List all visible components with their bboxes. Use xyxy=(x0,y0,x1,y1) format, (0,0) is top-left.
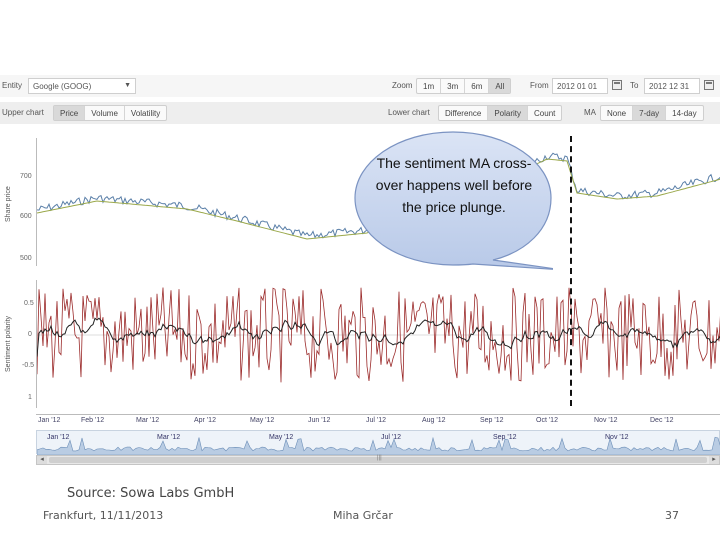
lower-polarity-button[interactable]: Polarity xyxy=(488,106,529,120)
upper-y-axis-title: Share price xyxy=(5,186,12,222)
to-label: To xyxy=(630,81,639,90)
x-tick-label: Oct '12 xyxy=(536,417,558,424)
navigator-label: Mar '12 xyxy=(157,434,181,441)
ma-label: MA xyxy=(584,108,596,117)
navigator-label: Nov '12 xyxy=(605,434,629,441)
upper-y-tick: 500 xyxy=(20,255,32,262)
x-tick-label: Jan '12 xyxy=(38,417,61,424)
range-navigator[interactable]: Jan '12 Mar '12 May '12 Jul '12 Sep '12 … xyxy=(36,430,720,455)
lower-y-tick: -0.5 xyxy=(22,362,35,369)
chevron-down-icon: ▼ xyxy=(124,82,131,89)
navigator-label: May '12 xyxy=(269,434,294,441)
ma-14-day-button[interactable]: 14-day xyxy=(672,109,697,118)
x-tick-label: May '12 xyxy=(250,417,275,424)
calendar-icon[interactable] xyxy=(612,80,622,90)
entity-select[interactable]: Google (GOOG) ▼ xyxy=(28,78,136,94)
lower-y-axis-title: Sentiment polarity xyxy=(5,315,12,372)
footer-location-date: Frankfurt, 11/11/2013 xyxy=(43,509,164,522)
from-label: From xyxy=(530,81,549,90)
x-tick-label: Sep '12 xyxy=(480,417,504,424)
ma-7-day-button[interactable]: 7-day xyxy=(633,106,667,120)
callout-shape xyxy=(354,131,553,270)
upper-price-button[interactable]: Price xyxy=(54,106,86,120)
zoom-6m-button[interactable]: 6m xyxy=(465,79,490,93)
polarity-series-line xyxy=(36,287,720,383)
from-date-input[interactable]: 2012 01 01 xyxy=(552,78,608,94)
ma-buttons: None 7-day 14-day xyxy=(600,105,704,121)
calendar-icon[interactable] xyxy=(704,80,714,90)
lower-difference-button[interactable]: Difference xyxy=(439,106,489,120)
polarity-ma-line xyxy=(36,317,720,357)
x-tick-label: Aug '12 xyxy=(422,417,446,424)
entity-label: Entity xyxy=(2,81,23,90)
toolbar-entity-zoom: Entity Google (GOOG) ▼ Zoom 1m 3m 6m All… xyxy=(0,75,720,97)
zoom-1m-button[interactable]: 1m xyxy=(417,79,442,93)
grip-icon: ||| xyxy=(377,455,382,461)
callout-bubble: The sentiment MA cross-over happens well… xyxy=(353,130,553,270)
zoom-all-button[interactable]: All xyxy=(489,79,511,93)
x-tick-label: Mar '12 xyxy=(136,417,160,424)
x-tick-label: Nov '12 xyxy=(594,417,618,424)
entity-select-value: Google (GOOG) xyxy=(33,82,92,91)
source-text: Source: Sowa Labs GmbH xyxy=(67,486,235,501)
lower-count-button[interactable]: Count xyxy=(534,109,556,118)
scroll-right-icon[interactable]: ▸ xyxy=(709,456,719,464)
crossover-marker-line xyxy=(570,136,572,406)
navigator-label: Jan '12 xyxy=(47,434,70,441)
upper-chart-label: Upper chart xyxy=(2,108,44,117)
zoom-3m-button[interactable]: 3m xyxy=(441,79,466,93)
x-tick-label: Jul '12 xyxy=(366,417,387,424)
chart-scrollbar[interactable]: ◂ ||| ▸ xyxy=(36,455,720,465)
upper-y-tick: 700 xyxy=(20,173,32,180)
scroll-left-icon[interactable]: ◂ xyxy=(37,456,47,464)
footer-author: Miha Grčar xyxy=(333,509,393,522)
x-tick-label: Feb '12 xyxy=(81,417,105,424)
lower-chart-buttons: Difference Polarity Count xyxy=(438,105,563,121)
polarity-chart[interactable] xyxy=(36,280,720,408)
x-tick-label: Jun '12 xyxy=(308,417,331,424)
navigator-label: Sep '12 xyxy=(493,434,517,441)
lower-y-tick: 0 xyxy=(28,331,32,338)
toolbar-chart-options: Upper chart Price Volume Volatility Lowe… xyxy=(0,102,720,124)
scrollbar-thumb[interactable] xyxy=(49,457,707,463)
navigator-area xyxy=(37,436,720,455)
to-date-input[interactable]: 2012 12 31 xyxy=(644,78,700,94)
x-tick-label: Dec '12 xyxy=(650,417,674,424)
zoom-buttons: 1m 3m 6m All xyxy=(416,78,512,94)
upper-volatility-button[interactable]: Volatility xyxy=(130,109,161,118)
page-number: 37 xyxy=(665,509,679,522)
navigator-label: Jul '12 xyxy=(381,434,402,441)
zoom-label: Zoom xyxy=(392,81,413,90)
lower-y-tick: 1 xyxy=(28,394,32,401)
upper-volume-button[interactable]: Volume xyxy=(85,106,125,120)
upper-y-tick: 600 xyxy=(20,213,32,220)
lower-chart-label: Lower chart xyxy=(388,108,430,117)
ma-none-button[interactable]: None xyxy=(601,106,634,120)
x-axis: Jan '12 Feb '12 Mar '12 Apr '12 May '12 … xyxy=(36,414,720,426)
lower-y-tick: 0.5 xyxy=(24,300,34,307)
x-tick-label: Apr '12 xyxy=(194,417,216,424)
callout-text: The sentiment MA cross-over happens well… xyxy=(375,155,533,215)
upper-chart-buttons: Price Volume Volatility xyxy=(53,105,168,121)
